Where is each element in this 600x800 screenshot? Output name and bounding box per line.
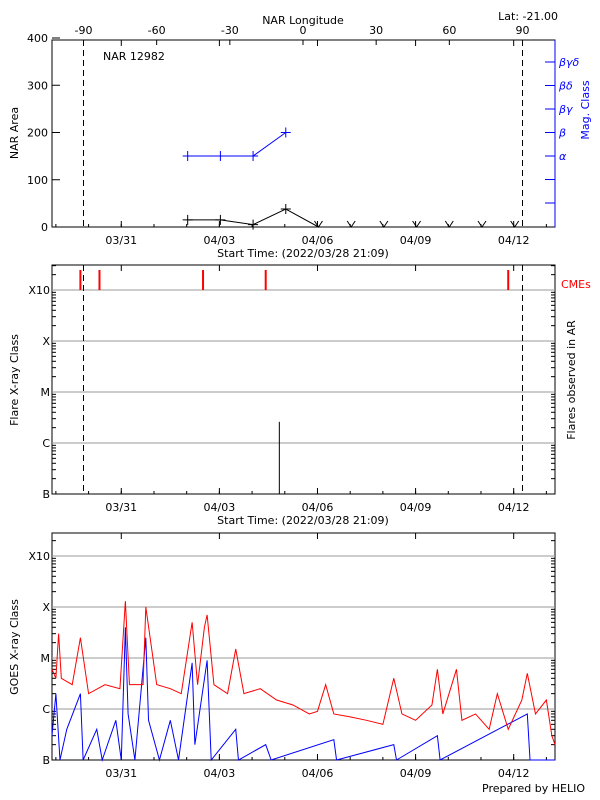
y-tick-label: 400 <box>27 32 48 45</box>
x-tick-label: 04/06 <box>302 234 334 247</box>
area-point <box>182 214 193 225</box>
p1-right-label: Mag. Class <box>579 80 592 139</box>
top-tick-label: 0 <box>300 24 307 37</box>
top-tick-label: 30 <box>369 24 383 37</box>
credit-label: Prepared by HELIO <box>482 782 585 795</box>
y-tick-label: X10 <box>28 284 50 297</box>
p2-xlabel: Start Time: (2022/03/28 21:09) <box>217 514 389 527</box>
x-tick-label: 04/03 <box>204 501 236 514</box>
p2-right-label: Flares observed in AR <box>565 320 578 440</box>
y-tick-label: X10 <box>28 550 50 563</box>
top-tick-label: 60 <box>442 24 456 37</box>
x-tick-label: 04/09 <box>400 767 432 780</box>
top-tick-label: 90 <box>516 24 530 37</box>
y-tick-label: B <box>42 488 50 501</box>
x-tick-label: 04/12 <box>498 767 530 780</box>
x-tick-label: 04/09 <box>400 501 432 514</box>
area-zero-marker <box>379 220 389 228</box>
plot-frame <box>51 39 556 228</box>
flare-panel: 03/31 04/03 04/06 04/09 04/12 B C M X X10 <box>28 264 556 514</box>
mag-class-point <box>182 151 193 161</box>
mag-tick-label: βδ <box>558 80 573 93</box>
area-point <box>215 214 226 225</box>
area-point <box>280 204 291 215</box>
y-tick-label: X <box>42 335 50 348</box>
goes-flux-line <box>51 601 556 745</box>
mag-tick-label: βγδ <box>558 56 580 69</box>
top-tick-label: -60 <box>148 24 166 37</box>
x-tick-label: 04/12 <box>498 501 530 514</box>
nar-area-panel: 03/31 04/03 04/06 04/09 04/120100200300400-9… <box>27 24 580 247</box>
p3-ylabel: GOES X-ray Class <box>8 599 21 695</box>
x-tick-label: 04/06 <box>302 501 334 514</box>
mag-class-point <box>215 151 226 161</box>
y-tick-label: B <box>42 754 50 767</box>
area-zero-marker <box>444 220 454 228</box>
y-tick-label: 200 <box>27 127 48 140</box>
y-tick-label: M <box>41 386 51 399</box>
plot-frame <box>51 532 556 761</box>
y-tick-label: 0 <box>41 221 48 234</box>
x-tick-label: 04/03 <box>204 234 236 247</box>
y-tick-label: C <box>42 437 50 450</box>
x-tick-label: 03/31 <box>105 501 137 514</box>
area-line <box>187 208 515 228</box>
mag-class-line <box>187 132 287 157</box>
latitude-label: Lat: -21.00 <box>498 10 558 23</box>
area-zero-marker <box>510 220 520 228</box>
area-zero-marker <box>412 220 421 228</box>
area-zero-marker <box>477 220 487 228</box>
nar-title: NAR 12982 <box>103 50 165 63</box>
mag-tick-label: β <box>558 127 566 140</box>
goes-panel: 03/31 04/03 04/06 04/09 04/12 B C M X X10 <box>28 532 556 780</box>
x-tick-label: 04/09 <box>400 234 432 247</box>
p2-ylabel: Flare X-ray Class <box>8 334 21 426</box>
y-tick-label: 300 <box>27 79 48 92</box>
mag-class-point <box>248 151 259 161</box>
y-tick-label: M <box>41 652 51 665</box>
y-tick-label: C <box>42 703 50 716</box>
x-tick-label: 04/06 <box>302 767 334 780</box>
goes-flux-line <box>51 627 555 762</box>
area-point <box>248 219 259 230</box>
mag-tick-label: βγ <box>558 103 573 116</box>
x-tick-label: 03/31 <box>105 234 137 247</box>
x-tick-label: 04/03 <box>204 767 236 780</box>
top-tick-label: -30 <box>221 24 239 37</box>
area-zero-marker <box>346 220 356 228</box>
y-tick-label: X <box>42 601 50 614</box>
top-tick-label: -90 <box>75 24 93 37</box>
y-tick-label: 100 <box>27 174 48 187</box>
mag-tick-label: α <box>559 150 567 163</box>
p1-xlabel: Start Time: (2022/03/28 21:09) <box>217 247 389 260</box>
cme-label: CMEs <box>561 278 591 291</box>
plot-frame <box>51 264 556 495</box>
x-tick-label: 03/31 <box>105 767 137 780</box>
p1-ylabel: NAR Area <box>8 107 21 159</box>
x-tick-label: 04/12 <box>498 234 530 247</box>
area-zero-marker <box>314 220 323 228</box>
mag-class-point <box>280 127 291 138</box>
top-axis-label: NAR Longitude <box>262 14 344 27</box>
